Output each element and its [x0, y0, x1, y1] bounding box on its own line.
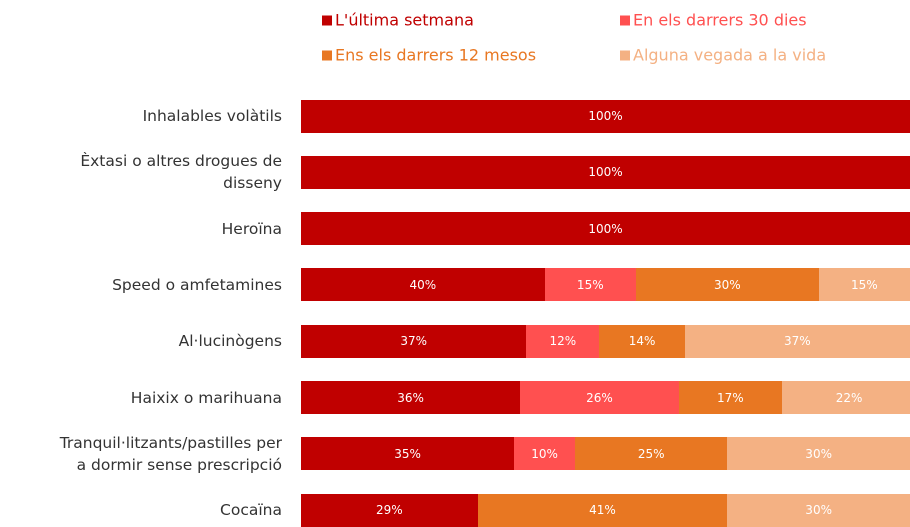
value-label: 100% — [588, 109, 623, 123]
value-label: 26% — [586, 390, 613, 405]
bar-segment — [301, 212, 910, 246]
bar-segment — [544, 268, 636, 302]
category-label: Haixix o marihuana — [130, 388, 282, 407]
bar-segment — [575, 437, 728, 471]
legend-item: L'última setmana — [322, 11, 474, 30]
bar-segment — [301, 381, 521, 414]
legend-swatch — [620, 50, 630, 60]
legend-item: Ens els darrers 12 mesos — [322, 46, 536, 65]
bar-segment — [301, 493, 478, 527]
category-label: Tranquil·litzants/pastilles per a dormir… — [59, 433, 282, 474]
value-label: 15% — [576, 277, 604, 292]
legend-label: Ens els darrers 12 mesos — [335, 45, 537, 65]
category-label: Al·lucinògens — [178, 332, 282, 351]
bar-segment — [684, 324, 910, 358]
value-label: 35% — [394, 446, 421, 461]
bar-segment — [301, 324, 527, 358]
legend-label: En els darrers 30 dies — [633, 10, 807, 30]
value-label: 10% — [531, 446, 558, 461]
value-label: 30% — [805, 503, 832, 518]
category-label: Inhalables volàtils — [142, 107, 282, 125]
value-label: 30% — [805, 446, 832, 461]
legend-swatch — [322, 50, 332, 60]
value-label: 41% — [589, 503, 616, 518]
category-label: Èxtasi o altres drogues de disseny — [80, 152, 282, 193]
bar-segment — [818, 268, 910, 302]
legend-label: Alguna vegada a la vida — [633, 45, 827, 65]
legend-item: Alguna vegada a la vida — [620, 46, 826, 65]
value-label: 29% — [375, 503, 403, 518]
bar-segment — [635, 268, 819, 302]
value-label: 30% — [713, 277, 741, 292]
value-label: 36% — [397, 390, 424, 405]
bar-segment — [727, 493, 910, 527]
value-label: 12% — [549, 334, 577, 349]
bar-segment — [301, 437, 515, 471]
legend-label: L'última setmana — [335, 10, 474, 30]
value-label: 14% — [628, 334, 656, 349]
value-label: 100% — [588, 165, 623, 180]
bar-segment — [526, 324, 600, 358]
bar-segment — [301, 155, 910, 189]
bar-segment — [301, 99, 910, 133]
legend-swatch — [322, 15, 332, 25]
bar-segment — [599, 324, 685, 358]
category-label: Heroïna — [221, 219, 282, 238]
value-label: 15% — [850, 277, 878, 292]
value-label: 37% — [783, 334, 811, 349]
bar-segment — [782, 381, 910, 414]
value-label: 40% — [409, 277, 437, 292]
category-label: Speed o amfetamines — [112, 275, 282, 294]
category-label: Cocaïna — [220, 501, 282, 520]
legend-item: En els darrers 30 dies — [620, 11, 807, 30]
value-label: 37% — [400, 334, 427, 349]
value-label: 17% — [717, 390, 744, 405]
value-label: 25% — [637, 446, 665, 461]
bar-segment — [514, 437, 576, 471]
bar-segment — [301, 268, 545, 302]
bar-segment — [520, 381, 679, 414]
bar-segment — [678, 381, 783, 414]
bar-segment — [727, 437, 910, 471]
value-label: 100% — [588, 221, 623, 236]
value-label: 22% — [835, 390, 863, 405]
bar-segment — [477, 493, 728, 527]
legend-swatch — [620, 15, 630, 25]
